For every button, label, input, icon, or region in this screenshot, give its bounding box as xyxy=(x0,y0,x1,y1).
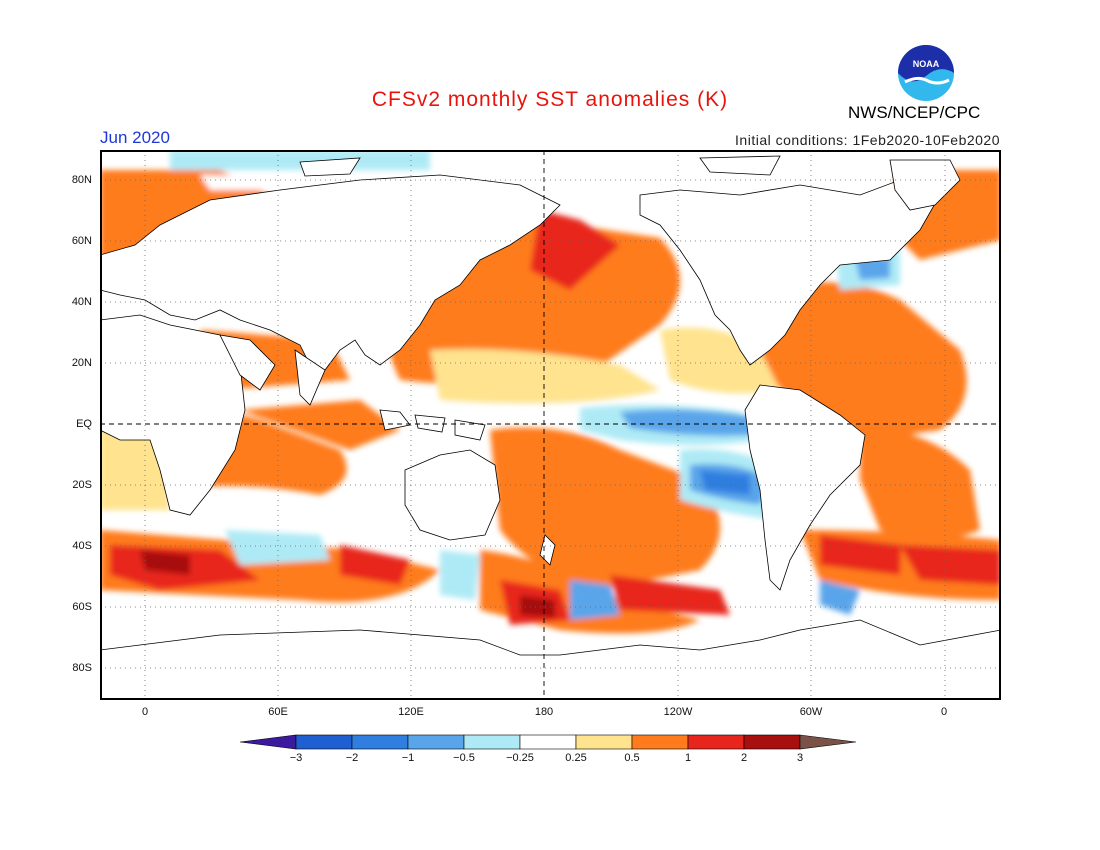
colorbar-segment xyxy=(407,734,465,750)
colorbar-segment xyxy=(351,734,409,750)
lon-label: 0 xyxy=(940,706,948,718)
land-masses xyxy=(100,155,1001,700)
initial-conditions-label: Initial conditions: 1Feb2020-10Feb2020 xyxy=(735,132,1000,148)
colorbar-segment xyxy=(463,734,521,750)
noaa-logo-icon: NOAA xyxy=(896,43,956,103)
colorbar-tick: −0.25 xyxy=(506,752,534,764)
colorbar-segment xyxy=(575,734,633,750)
lon-label: 60E xyxy=(268,706,288,718)
colorbar-tick: 1 xyxy=(684,752,692,764)
colorbar-tick: 3 xyxy=(796,752,804,764)
colorbar-segment xyxy=(519,734,577,750)
noaa-logo-text: NOAA xyxy=(913,59,940,69)
colorbar-tick: −0.5 xyxy=(453,752,475,764)
colorbar-tick: −1 xyxy=(401,752,415,764)
lat-label: 60S xyxy=(72,601,92,613)
lon-label: 180 xyxy=(534,706,554,718)
graticule xyxy=(100,150,1001,700)
lat-label: 20S xyxy=(72,479,92,491)
colorbar-segment xyxy=(295,734,353,750)
colorbar-tick: −2 xyxy=(345,752,359,764)
lat-label: 20N xyxy=(71,357,92,369)
colorbar-tick: 0.25 xyxy=(565,752,587,764)
agency-label: NWS/NCEP/CPC xyxy=(848,103,981,122)
colorbar-tick: 0.5 xyxy=(624,752,640,764)
forecast-month-label: Jun 2020 xyxy=(100,128,170,147)
lat-label: EQ xyxy=(76,418,92,430)
colorbar-segment xyxy=(631,734,689,750)
sst-anomaly-map xyxy=(100,150,1001,700)
colorbar xyxy=(240,734,857,750)
colorbar-segment xyxy=(743,734,801,750)
lon-label: 120W xyxy=(663,706,693,718)
colorbar-tick: 2 xyxy=(740,752,748,764)
lat-label: 40N xyxy=(71,296,92,308)
lat-label: 60N xyxy=(71,235,92,247)
colorbar-segment xyxy=(687,734,745,750)
lon-label: 60W xyxy=(799,706,823,718)
colorbar-under-triangle xyxy=(240,734,297,750)
chart-title: CFSv2 monthly SST anomalies (K) xyxy=(371,88,729,111)
lat-label: 40S xyxy=(72,540,92,552)
lat-label: 80S xyxy=(72,662,92,674)
lon-label: 0 xyxy=(141,706,149,718)
colorbar-tick: −3 xyxy=(289,752,303,764)
lat-label: 80N xyxy=(71,174,92,186)
colorbar-over-triangle xyxy=(799,734,857,750)
lon-label: 120E xyxy=(398,706,424,718)
